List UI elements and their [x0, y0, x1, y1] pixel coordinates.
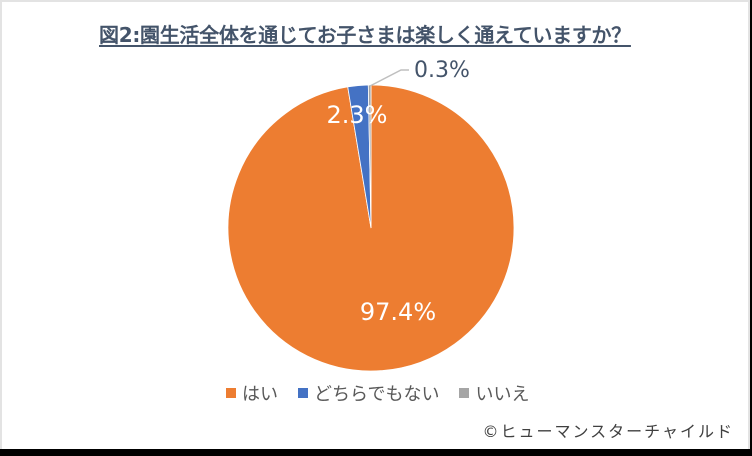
legend-item-neutral: どちらでもない — [298, 380, 439, 406]
legend-item-no: いいえ — [459, 380, 529, 406]
legend-swatch-blue-icon — [298, 388, 308, 398]
chart-title: 図2:園生活全体を通じてお子さまは楽しく通えていますか？ — [99, 23, 631, 47]
copyright-credit: ©ヒューマンスターチャイルド — [482, 422, 734, 441]
data-label-yes: 97.4% — [360, 298, 436, 326]
leader-line — [369, 69, 409, 87]
legend-label: はい — [242, 384, 278, 405]
data-label-neutral: 2.3% — [327, 101, 388, 129]
chart-legend: はい どちらでもない いいえ — [226, 380, 549, 406]
legend-swatch-gray-icon — [459, 388, 470, 398]
legend-item-yes: はい — [226, 380, 278, 406]
pie-slices — [227, 84, 515, 372]
legend-label: どちらでもない — [314, 384, 440, 405]
legend-swatch-orange-icon — [226, 388, 236, 398]
data-label-no: 0.3% — [414, 58, 470, 83]
legend-label: いいえ — [475, 384, 530, 405]
